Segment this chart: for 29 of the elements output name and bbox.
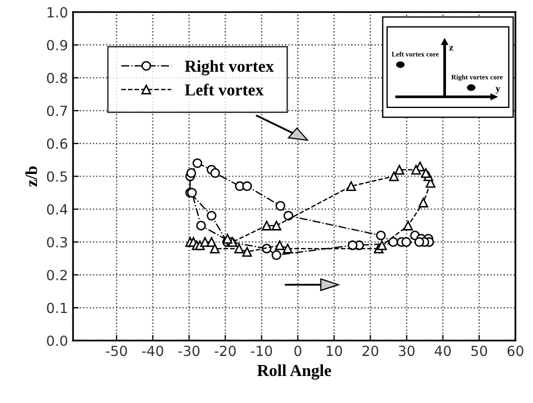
- x-tick-label: -30: [178, 346, 200, 356]
- y-tick-label: 0.3: [46, 236, 68, 248]
- x-tick-label: -40: [142, 346, 164, 356]
- x-tick-label: -10: [250, 346, 272, 356]
- y-tick-label: 0.7: [46, 106, 67, 116]
- y-tick-label: 0.5: [46, 171, 67, 182]
- legend-label: Right vortex: [184, 60, 274, 76]
- x-tick-label: -20: [214, 346, 236, 356]
- x-tick-label: -50: [106, 346, 127, 356]
- x-axis-title: Roll Angle: [257, 364, 332, 380]
- y-tick-label: 0.0: [46, 336, 68, 346]
- y-tick-label: 0.9: [46, 40, 68, 50]
- legend-label: Left vortex: [184, 84, 264, 96]
- y-tick-label: 0.4: [46, 204, 68, 215]
- y-tick-label: 1.0: [48, 7, 68, 18]
- y-tick-label: 0.6: [46, 138, 68, 149]
- y-axis-title: z/b: [25, 166, 38, 187]
- y-tick-label: 0.2: [46, 270, 67, 280]
- annotation: z: [449, 46, 454, 51]
- x-tick-label: 20: [362, 346, 378, 356]
- x-tick-label: 60: [508, 346, 524, 356]
- y-tick-label: 0.8: [46, 72, 68, 84]
- x-tick-label: 0: [294, 346, 302, 356]
- x-tick-label: 30: [398, 346, 415, 356]
- y-tick-label: 0.1: [46, 302, 67, 314]
- x-tick-label: 40: [434, 346, 451, 356]
- x-tick-label: 50: [471, 346, 488, 356]
- x-tick-label: 10: [326, 346, 342, 356]
- annotation: y: [496, 87, 500, 94]
